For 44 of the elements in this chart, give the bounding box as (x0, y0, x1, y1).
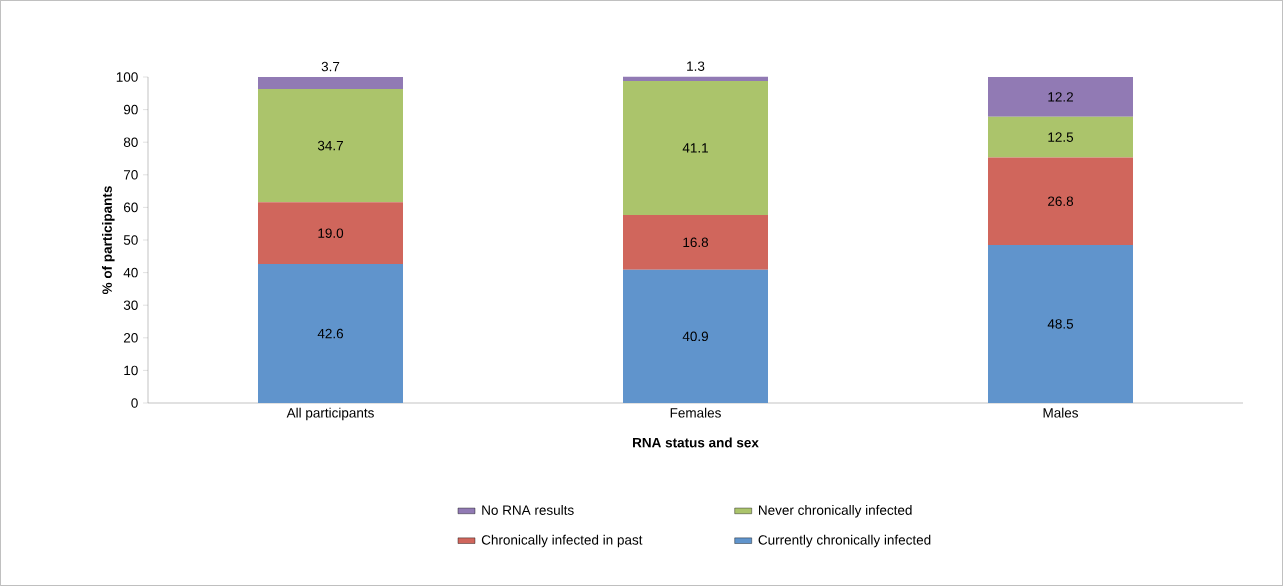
y-tick-label: 80 (123, 137, 138, 147)
y-tick-label: 30 (123, 300, 138, 310)
bar (988, 116, 1133, 158)
bar (623, 76, 768, 81)
data-label: 40.9 (682, 331, 708, 342)
bar (623, 214, 768, 270)
data-label: 42.6 (317, 328, 344, 339)
x-tick-label: Females (670, 407, 721, 418)
y-tick-label: 10 (124, 365, 138, 376)
bar (258, 89, 403, 203)
bar (988, 77, 1133, 117)
y-tick-label: 20 (123, 333, 138, 343)
data-label: 12.5 (1048, 132, 1074, 142)
data-label: 16.8 (683, 237, 709, 248)
data-label: 3.7 (321, 61, 340, 72)
data-label: 48.5 (1047, 319, 1074, 329)
bar (258, 202, 403, 265)
y-tick-label: 90 (123, 104, 138, 115)
bar (258, 77, 403, 90)
data-label: 34.7 (317, 140, 343, 151)
bar (623, 269, 768, 403)
data-label: 26.8 (1048, 196, 1074, 206)
bar (623, 80, 768, 215)
x-tick-label: All participants (286, 407, 374, 421)
x-tick-label: Males (1043, 407, 1079, 418)
legend-label: Currently chronically infected (758, 534, 931, 548)
data-label: 19.0 (318, 228, 344, 238)
y-tick-label: 40 (123, 267, 138, 278)
legend-label: No RNA results (482, 504, 574, 515)
y-tick-label: 100 (116, 72, 138, 82)
data-label: 1.3 (687, 61, 705, 71)
x-axis-title: RNA status and sex (633, 437, 759, 448)
data-label: 41.1 (682, 143, 708, 153)
legend-label: Chronically infected in past (481, 534, 643, 548)
bar (988, 157, 1133, 245)
bar (258, 264, 403, 403)
y-tick-label: 60 (123, 202, 138, 213)
y-axis-title: % of participants (102, 186, 115, 295)
y-tick-label: 50 (123, 235, 138, 245)
bar (988, 244, 1133, 403)
data-label: 12.2 (1048, 92, 1073, 102)
y-tick-label: 70 (123, 170, 138, 180)
y-tick-label: 0 (131, 398, 138, 408)
legend-label: Never chronically infected (759, 504, 912, 518)
